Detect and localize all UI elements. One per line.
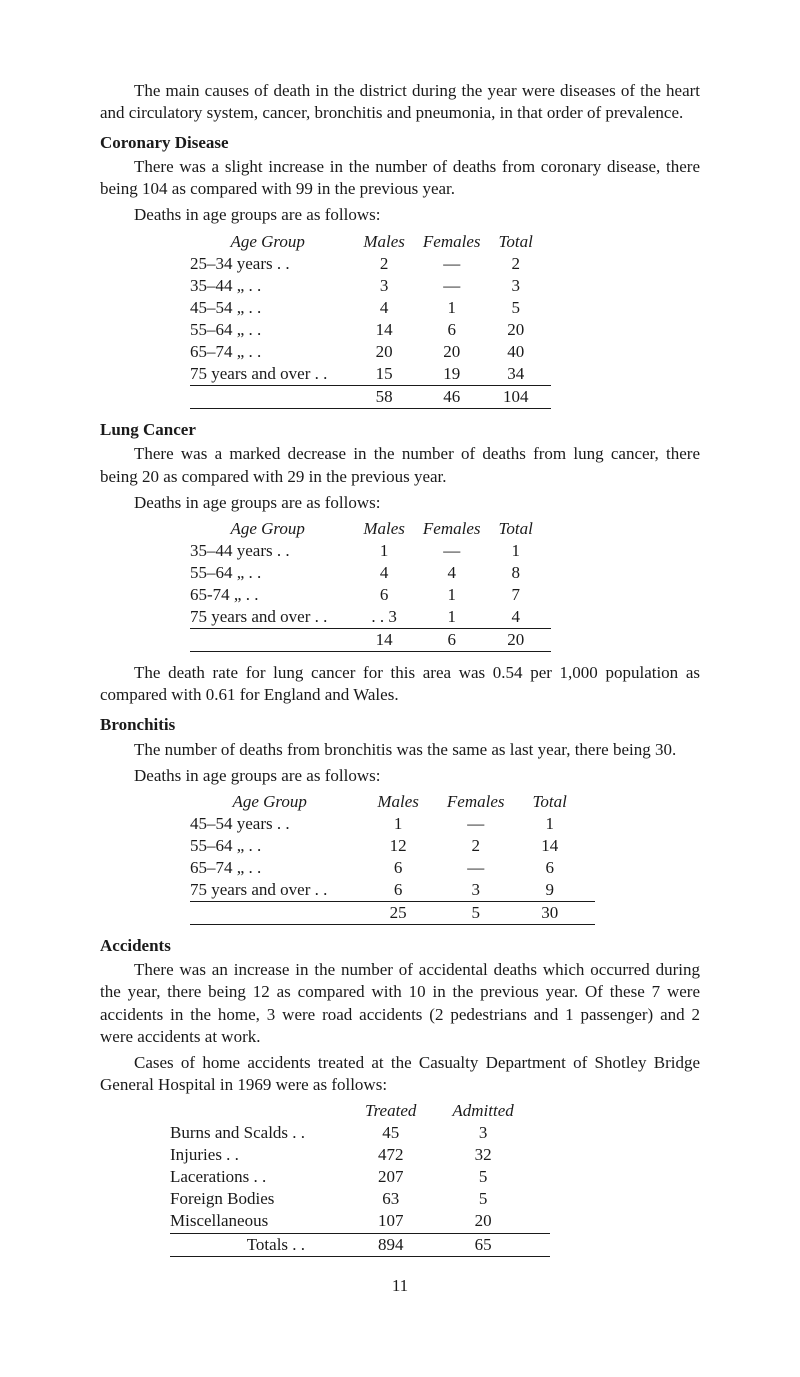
coronary-table: Age Group Males Females Total 25–34 year…	[190, 231, 551, 410]
page-number: 11	[100, 1275, 700, 1297]
col-males: Males	[363, 231, 423, 253]
table-row: 45–54 years . .1—1	[190, 813, 595, 835]
lung-para3: The death rate for lung cancer for this …	[100, 662, 700, 706]
bronchitis-para2: Deaths in age groups are as follows:	[100, 765, 700, 787]
table-row: Injuries . .47232	[170, 1144, 550, 1166]
intro-paragraph: The main causes of death in the district…	[100, 80, 700, 124]
lung-title: Lung Cancer	[100, 419, 700, 441]
table-row: 25–34 years . .2—2	[190, 253, 551, 275]
bronchitis-title: Bronchitis	[100, 714, 700, 736]
lung-table: Age Group Males Females Total 35–44 year…	[190, 518, 551, 653]
accidents-table: Treated Admitted Burns and Scalds . .453…	[170, 1100, 550, 1257]
bronchitis-para1: The number of deaths from bronchitis was…	[100, 739, 700, 761]
table-total-row: Totals . .89465	[170, 1233, 550, 1256]
lung-para2: Deaths in age groups are as follows:	[100, 492, 700, 514]
col-males: Males	[363, 518, 423, 540]
table-row: 45–54 „ . .415	[190, 297, 551, 319]
col-age: Age Group	[190, 231, 363, 253]
table-row: Foreign Bodies635	[170, 1188, 550, 1210]
coronary-para2: Deaths in age groups are as follows:	[100, 204, 700, 226]
col-females: Females	[423, 231, 499, 253]
coronary-title: Coronary Disease	[100, 132, 700, 154]
table-header-row: Age Group Males Females Total	[190, 231, 551, 253]
table-row: 65-74 „ . .617	[190, 584, 551, 606]
col-admitted: Admitted	[452, 1100, 549, 1122]
table-row: 35–44 „ . .3—3	[190, 275, 551, 297]
table-row: 65–74 „ . .6—6	[190, 857, 595, 879]
col-total: Total	[499, 518, 551, 540]
table-header-row: Age Group Males Females Total	[190, 791, 595, 813]
table-row: Miscellaneous10720	[170, 1210, 550, 1233]
table-total-row: 25530	[190, 902, 595, 925]
col-males: Males	[377, 791, 447, 813]
table-row: Burns and Scalds . .453	[170, 1122, 550, 1144]
table-header-row: Age Group Males Females Total	[190, 518, 551, 540]
col-total: Total	[499, 231, 551, 253]
table-row: 55–64 „ . .12214	[190, 835, 595, 857]
col-age: Age Group	[190, 518, 363, 540]
col-total: Total	[533, 791, 595, 813]
col-age: Age Group	[190, 791, 377, 813]
col-females: Females	[447, 791, 533, 813]
accidents-title: Accidents	[100, 935, 700, 957]
table-row: 55–64 „ . .448	[190, 562, 551, 584]
lung-para1: There was a marked decrease in the numbe…	[100, 443, 700, 487]
table-row: 55–64 „ . .14620	[190, 319, 551, 341]
table-row: 65–74 „ . .202040	[190, 341, 551, 363]
col-females: Females	[423, 518, 499, 540]
table-row: 75 years and over . .151934	[190, 363, 551, 386]
table-row: Lacerations . .2075	[170, 1166, 550, 1188]
table-row: 75 years and over . .639	[190, 879, 595, 902]
table-total-row: 5846104	[190, 386, 551, 409]
bronchitis-table: Age Group Males Females Total 45–54 year…	[190, 791, 595, 926]
coronary-para1: There was a slight increase in the numbe…	[100, 156, 700, 200]
accidents-para2: Cases of home accidents treated at the C…	[100, 1052, 700, 1096]
accidents-para1: There was an increase in the number of a…	[100, 959, 700, 1047]
table-row: 75 years and over . .. . 314	[190, 606, 551, 629]
table-total-row: 14620	[190, 629, 551, 652]
table-header-row: Treated Admitted	[170, 1100, 550, 1122]
table-row: 35–44 years . .1—1	[190, 540, 551, 562]
col-treated: Treated	[365, 1100, 452, 1122]
